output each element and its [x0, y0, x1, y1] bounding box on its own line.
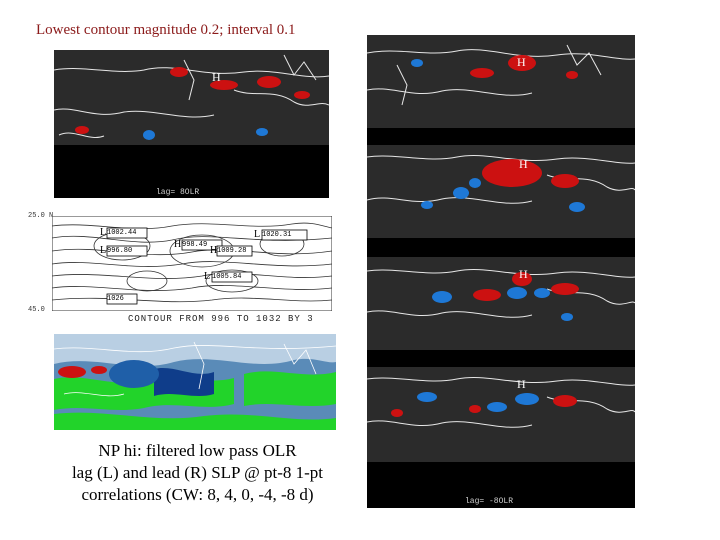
right-map-panel-1: H — [367, 35, 635, 145]
contour-box-label: 996.80 — [107, 247, 133, 255]
high-pressure-marker: H — [519, 267, 528, 281]
left-top-map-panel: H lag= 8OLR — [54, 50, 329, 198]
figure-title: Lowest contour magnitude 0.2; interval 0… — [36, 22, 296, 38]
high-pressure-marker: H — [517, 377, 526, 391]
left-top-map — [54, 54, 329, 198]
contour-box-label: 1002.44 — [107, 229, 137, 237]
right-map-2 — [367, 154, 635, 257]
low-marker: L — [254, 229, 261, 240]
contour-map-panel: 25.0 N 45.0 1002.44 — [28, 210, 340, 328]
high-pressure-marker: H — [519, 157, 528, 171]
high-pressure-marker: H — [212, 70, 221, 84]
caption-line-3: correlations (CW: 8, 4, 0, -4, -8 d) — [81, 485, 314, 504]
contour-box-label: 1005.84 — [212, 273, 242, 281]
contour-map — [52, 216, 332, 311]
latitude-bottom-label: 45.0 — [28, 306, 45, 314]
latitude-top-label: 25.0 N — [28, 212, 54, 220]
contour-box-label: 1026 — [107, 295, 124, 303]
left-bottom-map-panel — [54, 334, 336, 430]
low-marker: L — [100, 227, 107, 238]
high-marker: H — [174, 239, 182, 250]
lag-label: lag= 8OLR — [156, 188, 200, 197]
caption-line-1: NP hi: filtered low pass OLR — [98, 441, 297, 460]
right-map-3 — [367, 268, 635, 367]
lag-label: lag= -8OLR — [465, 497, 514, 506]
low-marker: L — [204, 271, 211, 282]
high-marker: H — [210, 245, 218, 256]
contour-box-label: 998.49 — [182, 241, 208, 249]
figure-caption: NP hi: filtered low pass OLR lag (L) and… — [40, 440, 355, 506]
red-anomaly — [170, 67, 188, 77]
left-bottom-map — [54, 334, 336, 430]
high-pressure-marker: H — [517, 55, 526, 69]
right-map-panel-2: H — [367, 145, 635, 257]
right-map-4 — [367, 376, 635, 508]
right-map-panel-4: H lag= -8OLR — [367, 367, 635, 508]
low-marker: L — [100, 245, 107, 256]
contour-box-label: 1009.28 — [217, 247, 247, 255]
contour-caption: CONTOUR FROM 996 TO 1032 BY 3 — [128, 314, 314, 324]
right-map-1 — [367, 44, 635, 145]
right-map-panel-3: H — [367, 257, 635, 367]
caption-line-2: lag (L) and lead (R) SLP @ pt-8 1-pt — [71, 463, 324, 482]
contour-box-label: 1020.31 — [262, 231, 292, 239]
